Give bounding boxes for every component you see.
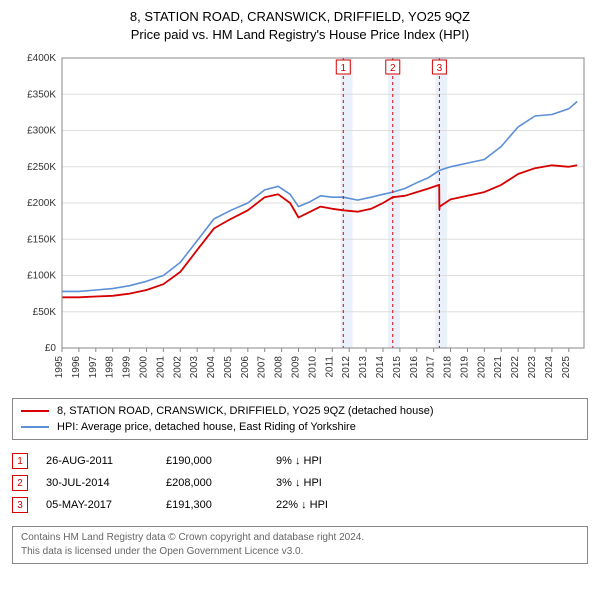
svg-text:1998: 1998: [105, 356, 116, 379]
footer-line-1: Contains HM Land Registry data © Crown c…: [21, 531, 579, 545]
svg-text:2004: 2004: [206, 356, 217, 379]
svg-text:1999: 1999: [122, 356, 133, 379]
marker-diff: 3% ↓ HPI: [276, 477, 386, 489]
svg-text:1996: 1996: [71, 356, 82, 379]
marker-badge-1: 1: [12, 453, 28, 469]
marker-date: 26-AUG-2011: [46, 455, 166, 467]
footer-box: Contains HM Land Registry data © Crown c…: [12, 526, 588, 564]
svg-text:2012: 2012: [341, 356, 352, 379]
svg-text:2017: 2017: [426, 356, 437, 379]
svg-text:£150K: £150K: [27, 235, 56, 246]
svg-text:2022: 2022: [510, 356, 521, 379]
chart-container: 8, STATION ROAD, CRANSWICK, DRIFFIELD, Y…: [0, 0, 600, 574]
svg-text:2019: 2019: [459, 356, 470, 379]
legend-label-property: 8, STATION ROAD, CRANSWICK, DRIFFIELD, Y…: [57, 405, 434, 417]
footer-line-2: This data is licensed under the Open Gov…: [21, 545, 579, 559]
legend-row: 8, STATION ROAD, CRANSWICK, DRIFFIELD, Y…: [21, 403, 579, 419]
svg-text:1: 1: [340, 63, 346, 74]
marker-badge-3: 3: [12, 497, 28, 513]
title-block: 8, STATION ROAD, CRANSWICK, DRIFFIELD, Y…: [12, 8, 588, 44]
marker-row: 3 05-MAY-2017 £191,300 22% ↓ HPI: [12, 494, 588, 516]
svg-text:2011: 2011: [324, 356, 335, 378]
svg-text:1995: 1995: [54, 356, 65, 379]
svg-text:2013: 2013: [358, 356, 369, 379]
title-line-1: 8, STATION ROAD, CRANSWICK, DRIFFIELD, Y…: [12, 8, 588, 26]
legend-row: HPI: Average price, detached house, East…: [21, 419, 579, 435]
svg-text:£200K: £200K: [27, 198, 56, 209]
svg-text:2008: 2008: [274, 356, 285, 379]
svg-text:2025: 2025: [561, 356, 572, 379]
markers-table: 1 26-AUG-2011 £190,000 9% ↓ HPI 2 30-JUL…: [12, 450, 588, 516]
svg-text:2010: 2010: [307, 356, 318, 379]
marker-price: £208,000: [166, 477, 276, 489]
svg-text:2006: 2006: [240, 356, 251, 379]
svg-text:£400K: £400K: [27, 53, 56, 64]
svg-text:2009: 2009: [291, 356, 302, 379]
svg-text:£100K: £100K: [27, 271, 56, 282]
svg-text:2014: 2014: [375, 356, 386, 379]
svg-text:2015: 2015: [392, 356, 403, 379]
marker-date: 30-JUL-2014: [46, 477, 166, 489]
svg-text:2005: 2005: [223, 356, 234, 379]
marker-row: 2 30-JUL-2014 £208,000 3% ↓ HPI: [12, 472, 588, 494]
svg-text:2007: 2007: [257, 356, 268, 379]
marker-diff: 9% ↓ HPI: [276, 455, 386, 467]
svg-text:1997: 1997: [88, 356, 99, 379]
marker-badge-2: 2: [12, 475, 28, 491]
svg-text:£350K: £350K: [27, 90, 56, 101]
legend-label-hpi: HPI: Average price, detached house, East…: [57, 421, 356, 433]
marker-diff: 22% ↓ HPI: [276, 499, 386, 511]
svg-text:2001: 2001: [155, 356, 166, 379]
marker-price: £190,000: [166, 455, 276, 467]
legend-swatch-hpi: [21, 426, 49, 428]
svg-text:£0: £0: [45, 343, 57, 354]
svg-text:£250K: £250K: [27, 162, 56, 173]
title-line-2: Price paid vs. HM Land Registry's House …: [12, 26, 588, 44]
svg-text:2024: 2024: [544, 356, 555, 379]
svg-text:£300K: £300K: [27, 126, 56, 137]
marker-date: 05-MAY-2017: [46, 499, 166, 511]
chart-area: £0 £50K £100K £150K £200K £250K £300K £350K £400…: [12, 50, 588, 390]
svg-text:2003: 2003: [189, 356, 200, 379]
svg-text:2000: 2000: [138, 356, 149, 379]
svg-text:2021: 2021: [493, 356, 504, 379]
legend-swatch-property: [21, 410, 49, 412]
svg-text:2023: 2023: [527, 356, 538, 379]
svg-text:2020: 2020: [476, 356, 487, 379]
legend-box: 8, STATION ROAD, CRANSWICK, DRIFFIELD, Y…: [12, 398, 588, 440]
marker-row: 1 26-AUG-2011 £190,000 9% ↓ HPI: [12, 450, 588, 472]
svg-text:2: 2: [390, 63, 396, 74]
svg-text:2016: 2016: [409, 356, 420, 379]
marker-price: £191,300: [166, 499, 276, 511]
svg-text:2018: 2018: [443, 356, 454, 379]
svg-text:£50K: £50K: [33, 307, 57, 318]
price-chart-svg: £0 £50K £100K £150K £200K £250K £300K £350K £400…: [12, 50, 588, 390]
svg-text:2002: 2002: [172, 356, 183, 379]
svg-text:3: 3: [437, 63, 443, 74]
